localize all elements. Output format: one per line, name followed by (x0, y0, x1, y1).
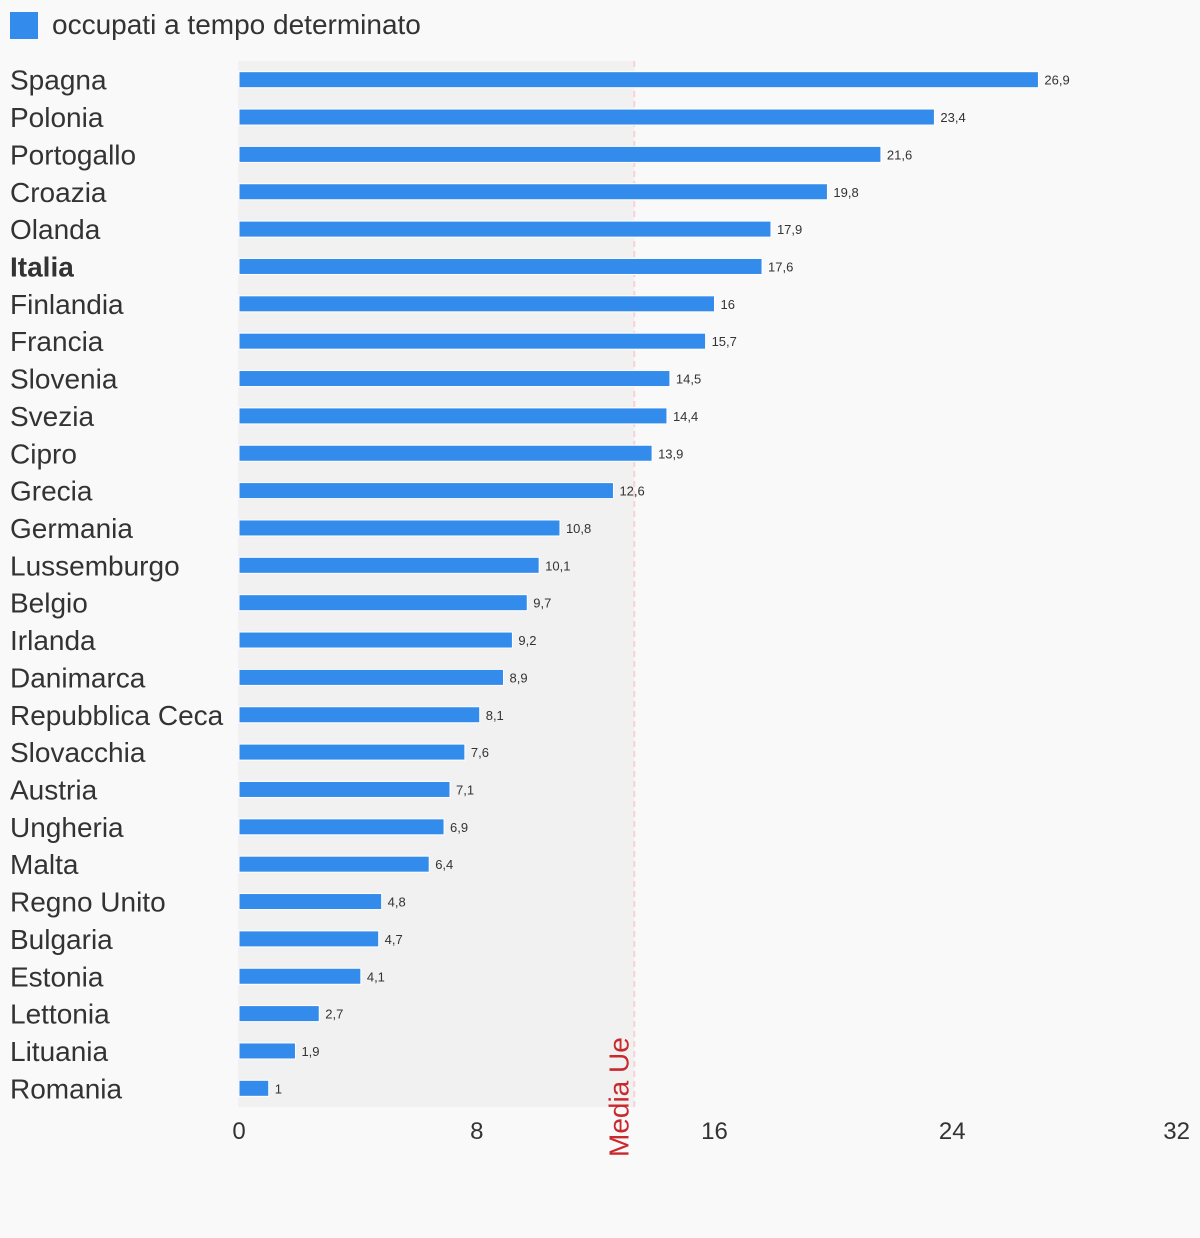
bar (238, 556, 540, 574)
value-label: 17,6 (768, 259, 793, 274)
value-label: 14,4 (673, 409, 698, 424)
bar (238, 444, 653, 462)
value-label: 1 (275, 1081, 282, 1096)
value-label: 2,7 (325, 1007, 343, 1022)
category-label: Belgio (10, 588, 88, 619)
value-label: 13,9 (658, 446, 683, 461)
x-tick-label: 0 (232, 1118, 245, 1145)
bar (238, 407, 668, 425)
bar (238, 71, 1039, 89)
bar (238, 183, 828, 201)
average-label: Media Ue (603, 1037, 634, 1157)
category-label: Bulgaria (10, 924, 113, 955)
category-label: Lettonia (10, 999, 110, 1030)
bar (238, 893, 383, 911)
bar (238, 108, 935, 126)
value-label: 12,6 (619, 484, 644, 499)
category-label: Croazia (10, 177, 107, 208)
category-label: Lussemburgo (10, 550, 180, 581)
value-label: 21,6 (887, 147, 912, 162)
category-label: Grecia (10, 476, 93, 507)
bar (238, 855, 430, 873)
average-band (238, 61, 635, 1107)
value-label: 9,2 (518, 633, 536, 648)
bar (238, 668, 504, 686)
bar (238, 967, 362, 985)
category-label: Lituania (10, 1036, 109, 1067)
category-label: Svezia (10, 401, 94, 432)
bar (238, 1079, 270, 1097)
category-label: Repubblica Ceca (10, 700, 224, 731)
value-label: 19,8 (833, 185, 858, 200)
category-label: Regno Unito (10, 887, 166, 918)
value-label: 7,1 (456, 782, 474, 797)
value-label: 4,1 (367, 969, 385, 984)
value-label: 10,8 (566, 521, 591, 536)
value-label: 9,7 (533, 596, 551, 611)
value-label: 16 (721, 297, 735, 312)
bar (238, 257, 763, 275)
bar (238, 1005, 320, 1023)
x-tick-label: 16 (701, 1118, 728, 1145)
bar (238, 145, 882, 163)
category-label: Malta (10, 849, 79, 880)
category-label: Irlanda (10, 625, 96, 656)
category-label: Finlandia (10, 289, 124, 320)
legend-label: occupati a tempo determinato (52, 9, 421, 40)
bar (238, 370, 671, 388)
category-label: Italia (10, 251, 74, 282)
category-label: Estonia (10, 961, 104, 992)
bar (238, 780, 451, 798)
category-label: Spagna (10, 65, 107, 96)
category-label: Slovacchia (10, 737, 146, 768)
category-label: Portogallo (10, 139, 136, 170)
x-tick-label: 32 (1163, 1118, 1190, 1145)
bar (238, 594, 528, 612)
x-tick-label: 8 (470, 1118, 483, 1145)
category-label: Cipro (10, 438, 77, 469)
value-label: 6,4 (435, 857, 453, 872)
bar (238, 1042, 296, 1060)
category-label: Romania (10, 1073, 122, 1104)
value-label: 10,1 (545, 558, 570, 573)
value-label: 1,9 (301, 1044, 319, 1059)
value-label: 26,9 (1044, 73, 1069, 88)
bar (238, 743, 466, 761)
value-label: 8,1 (486, 708, 504, 723)
bar (238, 220, 772, 238)
category-label: Ungheria (10, 812, 124, 843)
bar (238, 930, 380, 948)
value-label: 4,7 (385, 932, 403, 947)
legend-swatch (10, 11, 38, 39)
bar (238, 818, 445, 836)
category-label: Slovenia (10, 364, 118, 395)
bar (238, 482, 614, 500)
category-label: Francia (10, 326, 104, 357)
category-label: Olanda (10, 214, 101, 245)
bar (238, 332, 707, 350)
category-label: Polonia (10, 102, 104, 133)
category-label: Austria (10, 774, 98, 805)
value-label: 15,7 (712, 334, 737, 349)
value-label: 14,5 (676, 372, 701, 387)
value-label: 23,4 (940, 110, 965, 125)
value-label: 7,6 (471, 745, 489, 760)
value-label: 8,9 (509, 670, 527, 685)
bar (238, 706, 481, 724)
category-label: Danimarca (10, 662, 146, 693)
category-label: Germania (10, 513, 133, 544)
x-tick-label: 24 (939, 1118, 966, 1145)
bar (238, 519, 561, 537)
legend: occupati a tempo determinato (10, 9, 421, 40)
value-label: 6,9 (450, 820, 468, 835)
value-label: 4,8 (388, 895, 406, 910)
value-label: 17,9 (777, 222, 802, 237)
bar (238, 295, 715, 313)
bar (238, 631, 513, 649)
